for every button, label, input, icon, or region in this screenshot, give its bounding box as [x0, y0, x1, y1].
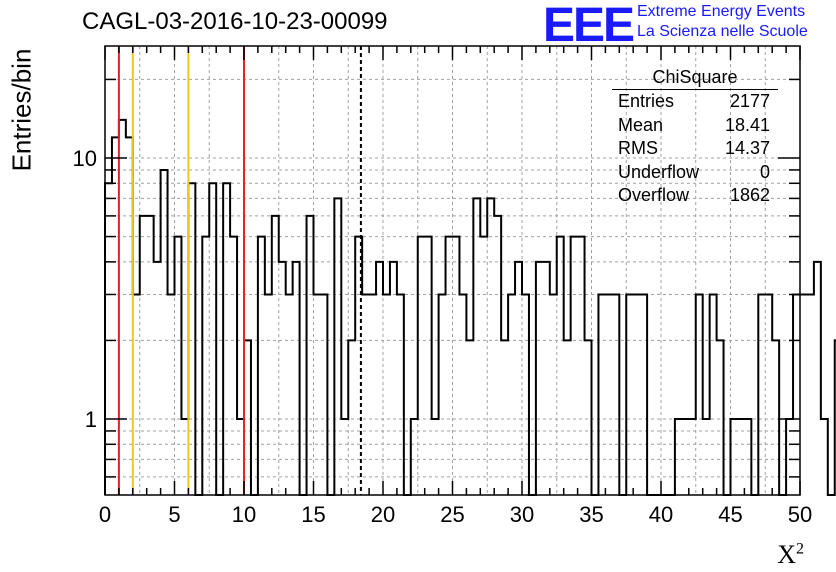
stats-row-overflow: Overflow 1862 [612, 184, 778, 208]
stats-row-entries: Entries 2177 [612, 90, 778, 114]
marker-lines [119, 46, 361, 495]
logo-line-1: Extreme Energy Events [637, 3, 805, 21]
x-tick-label: 0 [99, 502, 111, 527]
stats-value: 18.41 [725, 114, 770, 138]
stats-label: Mean [618, 114, 663, 138]
x-tick-label: 10 [232, 502, 256, 527]
stats-box: ChiSquare Entries 2177 Mean 18.41 RMS 14.37… [612, 66, 778, 208]
stats-row-underflow: Underflow 0 [612, 161, 778, 185]
stats-row-mean: Mean 18.41 [612, 114, 778, 138]
x-tick-label: 50 [788, 502, 812, 527]
x-tick-label: 30 [510, 502, 534, 527]
stats-row-rms: RMS 14.37 [612, 137, 778, 161]
y-tick-label: 10 [73, 146, 97, 171]
y-axis-label: Entries/bin [7, 49, 38, 172]
stats-label: RMS [618, 137, 658, 161]
x-tick-label: 40 [649, 502, 673, 527]
x-tick-label: 25 [440, 502, 464, 527]
stats-label: Entries [618, 90, 674, 114]
x-axis-label-main: X [777, 540, 796, 569]
x-tick-label: 45 [718, 502, 742, 527]
stats-label: Overflow [618, 184, 689, 208]
x-axis-label-superscript: 2 [796, 540, 804, 557]
stats-label: Underflow [618, 161, 699, 185]
eee-logo: EEE [543, 0, 633, 53]
stats-value: 2177 [730, 90, 770, 114]
logo-line-2: La Scienza nelle Scuole [637, 23, 808, 41]
stats-value: 1862 [730, 184, 770, 208]
y-tick-label: 1 [85, 407, 97, 432]
x-tick-label: 20 [371, 502, 395, 527]
x-tick-label: 5 [168, 502, 180, 527]
stats-value: 0 [760, 161, 770, 185]
chart-title: CAGL-03-2016-10-23-00099 [82, 8, 388, 36]
x-tick-label: 35 [579, 502, 603, 527]
stats-value: 14.37 [725, 137, 770, 161]
stats-title: ChiSquare [612, 66, 778, 90]
x-axis-label: X2 [777, 540, 804, 570]
x-tick-label: 15 [301, 502, 325, 527]
